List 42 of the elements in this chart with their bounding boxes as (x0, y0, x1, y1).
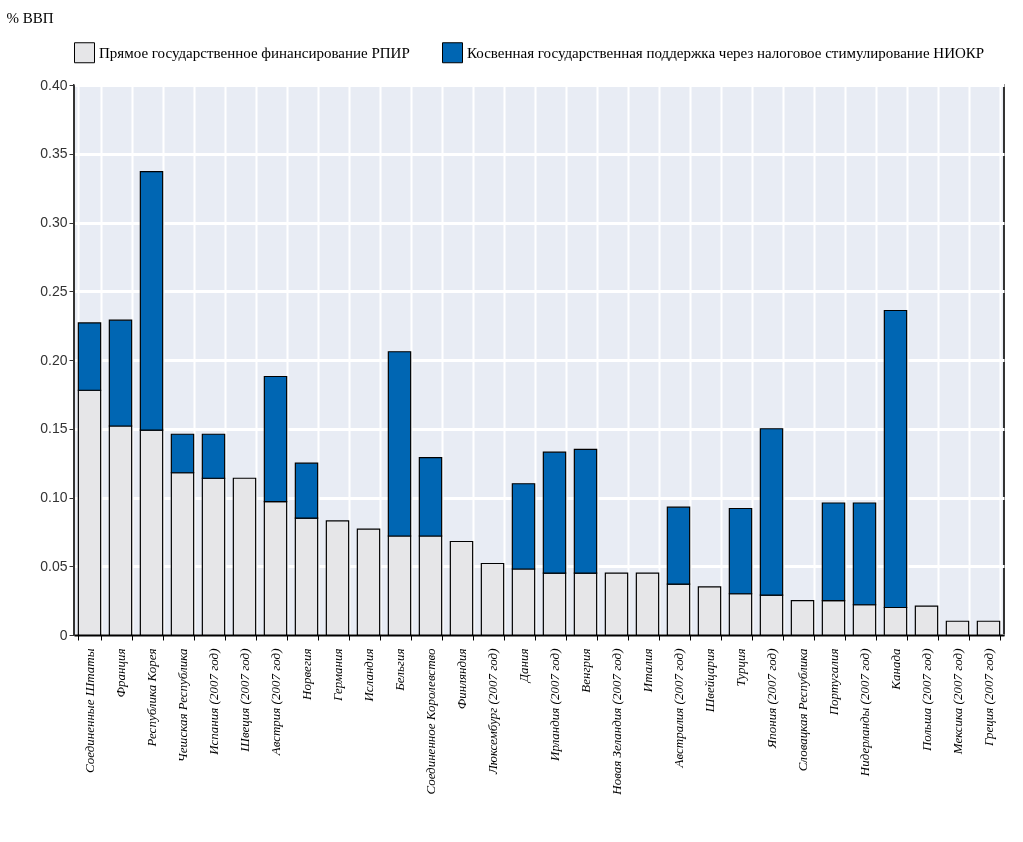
x-tick-label: Венгрия (578, 648, 593, 693)
x-tick-label: Германия (330, 648, 345, 702)
x-tick-label: Бельгия (392, 648, 407, 692)
x-tick-label: Швейцария (702, 648, 717, 714)
y-tick-label: 0.40 (40, 76, 68, 93)
y-tick-label: 0 (59, 626, 68, 643)
y-axis-title: % ВВП (6, 9, 54, 26)
x-tick-label: Италия (640, 648, 655, 694)
x-tick-label: Япония (2007 год) (764, 648, 779, 750)
y-tick-label: 0.35 (40, 145, 68, 162)
y-tick-label: 0.25 (40, 282, 68, 299)
x-tick-label: Новая Зеландия (2007 год) (609, 648, 624, 796)
y-tick-label: 0.10 (40, 489, 68, 505)
x-tick-label: Франция (113, 648, 128, 698)
x-tick-label: Норвегия (299, 648, 314, 701)
x-tick-label: Польша (2007 год) (919, 648, 934, 753)
x-tick-label: Австрия (2007 год) (268, 648, 283, 757)
x-tick-label: Исландия (361, 648, 376, 703)
x-tick-label: Греция (2007 год) (981, 648, 996, 747)
y-tick-label: 0.05 (40, 557, 68, 574)
y-tick-label: 0.15 (40, 420, 68, 437)
x-tick-label: Ирландия (2007 год) (547, 648, 562, 762)
x-tick-label: Португалия (826, 648, 841, 717)
x-tick-label: Австралия (2007 год) (671, 648, 686, 769)
x-tick-label: Дания (516, 648, 531, 685)
x-tick-label: Словацкая Республика (795, 648, 810, 772)
y-tick-label: 0.30 (40, 214, 68, 230)
x-tick-label: Испания (2007 год) (206, 648, 221, 756)
x-tick-label: Турция (733, 648, 748, 687)
x-tick-label: Швеция (2007 год) (237, 648, 252, 753)
x-tick-label: Мексика (2007 год) (950, 648, 965, 756)
x-tick-label: Финляндия (454, 648, 469, 710)
x-tick-label: Республика Корея (144, 648, 159, 748)
legend-label: Косвенная государственная поддержка через налоговое стимулирование НИОКР (467, 44, 985, 61)
x-tick-label: Люксембург (2007 год) (485, 648, 500, 776)
legend-label: Прямое государственное финансирование РПИР (99, 44, 410, 61)
y-tick-label: 0.20 (40, 351, 68, 368)
x-tick-label: Соединенное Королевство (423, 648, 438, 795)
x-tick-label: Соединенные Штаты (82, 648, 97, 774)
x-tick-label: Чешская Республика (175, 648, 190, 763)
x-tick-label: Нидерланды (2007 год) (857, 648, 872, 778)
x-tick-label: Канада (888, 648, 903, 691)
